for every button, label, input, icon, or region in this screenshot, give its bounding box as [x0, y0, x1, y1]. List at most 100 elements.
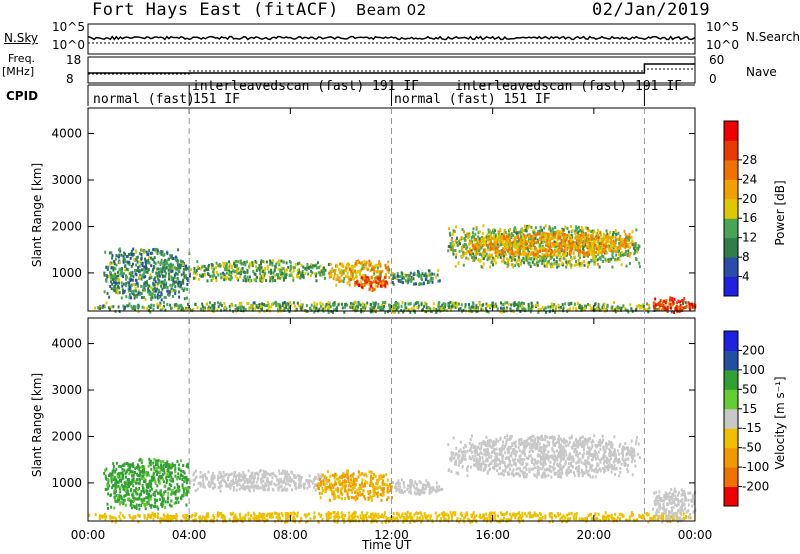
- heatmap-cell: [150, 304, 153, 307]
- heatmap-cell: [144, 275, 147, 279]
- heatmap-cell: [321, 306, 324, 310]
- heatmap-cell: [126, 462, 129, 465]
- heatmap-cell: [327, 310, 330, 314]
- heatmap-cell: [150, 482, 153, 486]
- heatmap-cell: [453, 243, 456, 247]
- heatmap-cell: [558, 230, 561, 234]
- heatmap-cell: [211, 270, 214, 274]
- heatmap-cell: [128, 485, 130, 489]
- heatmap-cell: [321, 272, 324, 276]
- heatmap-cell: [634, 242, 637, 245]
- heatmap-cell: [148, 479, 151, 483]
- heatmap-cell: [285, 261, 288, 265]
- heatmap-cell: [145, 492, 148, 496]
- heatmap-cell: [185, 475, 188, 479]
- heatmap-cell: [247, 469, 250, 473]
- heatmap-cell: [364, 279, 367, 283]
- heatmap-cell: [273, 473, 276, 477]
- heatmap-cell: [634, 308, 637, 312]
- heatmap-cell: [361, 267, 364, 271]
- heatmap-cell: [275, 302, 278, 305]
- heatmap-cell: [169, 268, 172, 272]
- heatmap-cell: [283, 472, 286, 476]
- heatmap-cell: [495, 254, 497, 258]
- heatmap-cell: [566, 233, 569, 237]
- heatmap-cell: [669, 296, 672, 300]
- heatmap-cell: [122, 255, 125, 259]
- heatmap-cell: [279, 477, 282, 481]
- heatmap-cell: [159, 470, 162, 474]
- heatmap-cell: [271, 263, 274, 267]
- heatmap-cell: [260, 307, 263, 310]
- heatmap-cell: [112, 462, 115, 466]
- heatmap-cell: [358, 492, 361, 495]
- heatmap-cell: [541, 259, 544, 263]
- heatmap-cell: [410, 275, 413, 279]
- heatmap-cell: [556, 242, 559, 246]
- heatmap-cell: [248, 307, 251, 311]
- heatmap-cell: [400, 308, 403, 312]
- heatmap-cell: [197, 277, 200, 281]
- heatmap-cell: [527, 307, 530, 311]
- heatmap-cell: [299, 480, 302, 484]
- heatmap-cell: [321, 308, 324, 312]
- heatmap-cell: [119, 490, 122, 494]
- heatmap-cell: [594, 237, 597, 241]
- heatmap-cell: [264, 304, 267, 308]
- heatmap-cell: [184, 486, 187, 490]
- heatmap-cell: [262, 469, 265, 473]
- heatmap-cell: [111, 484, 114, 488]
- heatmap-cell: [153, 466, 156, 470]
- heatmap-cell: [255, 485, 258, 489]
- heatmap-cell: [318, 491, 321, 495]
- heatmap-cell: [595, 232, 598, 235]
- heatmap-cell: [395, 304, 398, 308]
- heatmap-cell: [131, 306, 134, 310]
- heatmap-cell: [319, 273, 322, 277]
- heatmap-cell: [597, 243, 600, 247]
- heatmap-cell: [606, 304, 609, 308]
- heatmap-cell: [355, 495, 358, 499]
- heatmap-cell: [586, 261, 589, 265]
- heatmap-cell: [157, 288, 160, 292]
- heatmap-cell: [159, 491, 162, 495]
- heatmap-cell: [654, 306, 657, 310]
- heatmap-cell: [146, 270, 149, 274]
- heatmap-cell: [623, 229, 626, 233]
- heatmap-cell: [244, 263, 247, 267]
- heatmap-cell: [528, 224, 531, 228]
- heatmap-cell: [126, 497, 129, 501]
- heatmap-cell: [501, 243, 503, 247]
- heatmap-cell: [455, 255, 457, 259]
- heatmap-cell: [531, 237, 534, 240]
- heatmap-cell: [496, 307, 499, 311]
- heatmap-cell: [374, 280, 377, 284]
- heatmap-cell: [168, 482, 171, 486]
- heatmap-cell: [539, 256, 542, 260]
- heatmap-cell: [601, 243, 604, 246]
- heatmap-cell: [393, 306, 396, 310]
- heatmap-cell: [155, 271, 158, 275]
- heatmap-cell: [305, 304, 308, 308]
- heatmap-cell: [454, 264, 457, 268]
- heatmap-cell: [594, 261, 597, 265]
- heatmap-cell: [577, 246, 579, 250]
- heatmap-cell: [347, 264, 350, 268]
- heatmap-cell: [119, 494, 122, 498]
- heatmap-cell: [277, 487, 280, 491]
- heatmap-cell: [553, 240, 556, 244]
- heatmap-cell: [173, 288, 176, 292]
- heatmap-cell: [590, 250, 593, 253]
- heatmap-cell: [227, 266, 230, 270]
- heatmap-cell: [332, 486, 335, 489]
- heatmap-cell: [451, 232, 454, 236]
- heatmap-cell: [334, 268, 337, 272]
- heatmap-cell: [518, 249, 521, 253]
- heatmap-cell: [551, 265, 554, 269]
- heatmap-cell: [351, 306, 354, 309]
- heatmap-cell: [283, 274, 286, 278]
- heatmap-cell: [405, 306, 408, 310]
- heatmap-cell: [607, 260, 610, 263]
- heatmap-cell: [588, 229, 591, 233]
- heatmap-cell: [646, 302, 649, 306]
